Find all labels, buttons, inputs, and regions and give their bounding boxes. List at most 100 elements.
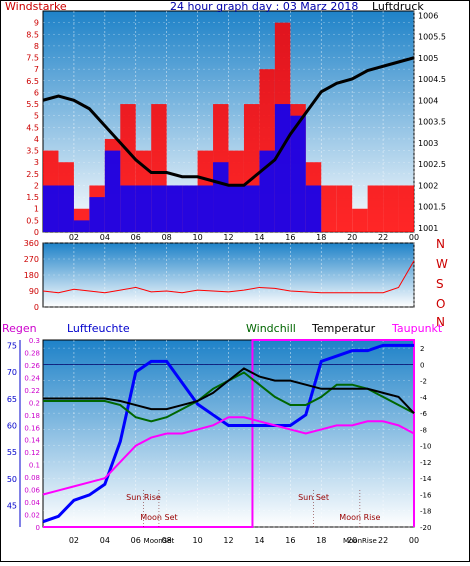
annotation-label: Moon Set [140, 513, 177, 522]
rain-tick-label: 0.2 [29, 399, 40, 407]
direction-tick-label: 270 [24, 255, 39, 264]
wind-tick-label: 6 [34, 88, 39, 97]
pressure-tick-label: 1002.5 [418, 160, 446, 169]
gust-bar [89, 197, 105, 232]
wind-tick-label: 5 [34, 112, 39, 121]
wind-bar [398, 185, 414, 232]
rain-tick-label: 0.24 [24, 374, 40, 382]
wind-tick-label: 5.5 [26, 100, 39, 109]
compass-letter: O [436, 297, 445, 311]
wind-y-axis-labels: 0 0.5 1 1.5 2 2.5 3 3.5 4 4.5 5 5.5 6 6.5 7 7.5 8 8.5 9 [26, 19, 39, 237]
wind-bar [321, 185, 337, 232]
compass-letter: N [436, 237, 445, 251]
temperature-y-axis-labels: 2 0 -2 -4 -6 -8 -10 -12 -14 -16 -18 -20 [420, 345, 432, 532]
wind-tick-label: 3.5 [26, 147, 39, 156]
windchill-label: Windchill [246, 322, 296, 335]
pressure-tick-label: 1005.5 [418, 33, 446, 42]
wind-tick-label: 1 [34, 205, 39, 214]
wind-tick-label: 0 [34, 228, 39, 237]
x-tick-label: 02 [69, 233, 79, 242]
panel3-x-axis-labels: 02 04 06 08 10 12 14 16 18 20 22 00 [69, 536, 419, 545]
direction-tick-label: 180 [24, 271, 39, 280]
dewpoint-label: Taupunkt [391, 322, 443, 335]
pressure-tick-label: 1003.5 [418, 118, 446, 127]
temperature-tick-label: 2 [420, 345, 424, 353]
x-tick-label: 04 [100, 536, 110, 545]
wind-tick-label: 6.5 [26, 77, 39, 86]
direction-y-axis-labels: 0 90 180 270 360 [24, 239, 39, 312]
rain-tick-label: 0.12 [24, 449, 40, 457]
rain-y-axis-labels: 0 0.02 0.04 0.06 0.08 0.1 0.12 0.14 0.16 0.18 0.2 0… [24, 337, 40, 532]
x-tick-label: 18 [316, 233, 326, 242]
x-tick-label: 22 [378, 233, 388, 242]
rain-line [43, 339, 415, 528]
wind-bar [383, 185, 399, 232]
gust-bar [73, 220, 90, 232]
wind-axis-title: Windstarke [5, 0, 67, 13]
panel2-grid [43, 242, 415, 308]
gust-bar [104, 150, 121, 232]
humidity-tick-label: 70 [7, 368, 17, 377]
rain-tick-label: 0.1 [29, 462, 40, 470]
x-tick-label: 10 [192, 536, 202, 545]
wind-tick-label: 7.5 [26, 54, 39, 63]
gust-bar [228, 185, 244, 232]
moon-bottom-labels: MoonSet MoonRise [144, 537, 377, 545]
rain-tick-label: 0.22 [24, 387, 40, 395]
rain-tick-label: 0.14 [24, 437, 40, 445]
gust-bar [120, 185, 136, 232]
x-tick-label: 12 [223, 536, 233, 545]
x-tick-label: 20 [347, 536, 357, 545]
temperature-line [43, 367, 415, 414]
x-tick-label: 14 [254, 233, 264, 242]
direction-tick-label: 360 [24, 239, 39, 248]
dewpoint-line [42, 416, 415, 496]
rain-label: Regen [2, 322, 37, 335]
x-tick-label: 18 [316, 536, 326, 545]
wind-bar [367, 185, 384, 232]
direction-tick-label: 0 [34, 303, 39, 312]
humidity-tick-label: 60 [7, 421, 17, 430]
x-tick-label: 00 [409, 536, 419, 545]
temperature-tick-label: -12 [420, 459, 431, 467]
annotation-label: Moon Rise [339, 513, 380, 522]
gust-bar [197, 185, 214, 232]
rain-tick-label: 0.04 [24, 499, 40, 507]
x-tick-label: 00 [409, 233, 419, 242]
gust-bar [274, 104, 291, 232]
gust-bar [166, 185, 183, 232]
gust-bar [58, 185, 74, 232]
wind-direction-line [42, 260, 415, 294]
wind-tick-label: 4.5 [26, 123, 39, 132]
rain-tick-label: 0 [36, 524, 40, 532]
temperature-tick-label: -18 [420, 508, 431, 516]
wind-tick-label: 1.5 [26, 193, 39, 202]
humidity-line [42, 343, 414, 524]
gust-bar [213, 162, 229, 232]
pressure-tick-label: 1001 [418, 224, 438, 233]
humidity-y-axis-labels: 45 50 55 60 65 70 75 [7, 340, 21, 527]
gust-bar [43, 185, 59, 232]
humidity-tick-label: 50 [7, 475, 17, 484]
panel1-x-axis-labels: 02 04 06 08 10 12 14 16 18 20 22 00 [69, 233, 419, 242]
x-tick-label: 20 [347, 233, 357, 242]
x-tick-label: 02 [69, 536, 79, 545]
pressure-tick-label: 1003 [418, 139, 438, 148]
wind-tick-label: 2 [34, 181, 39, 190]
gust-bar [243, 185, 260, 232]
rain-tick-label: 0.28 [24, 349, 40, 357]
humidity-tick-label: 55 [7, 448, 17, 457]
temperature-tick-label: -8 [420, 426, 427, 434]
temperature-label: Temperatur [311, 322, 376, 335]
pressure-tick-label: 1005 [418, 54, 438, 63]
humidity-label: Luftfeuchte [67, 322, 130, 335]
temperature-tick-label: -20 [420, 524, 431, 532]
compass-letter: W [436, 257, 448, 271]
wind-bar [336, 185, 353, 232]
x-tick-label: 08 [162, 233, 172, 242]
temperature-tick-label: -10 [420, 443, 431, 451]
rain-tick-label: 0.02 [24, 512, 40, 520]
